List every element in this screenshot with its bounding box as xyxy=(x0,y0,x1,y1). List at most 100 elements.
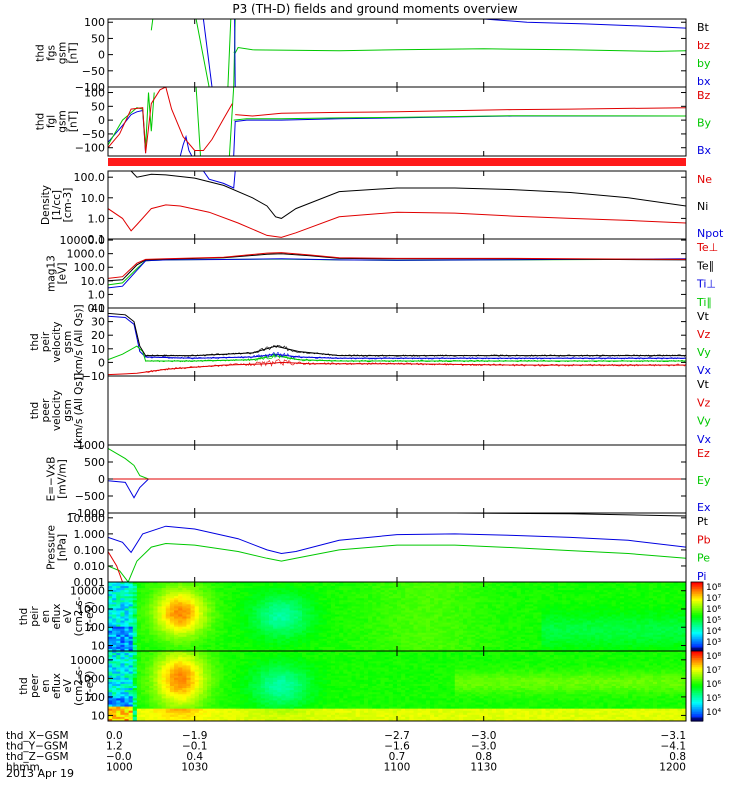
legend-entry-Ti⊥: Ti⊥ xyxy=(696,278,716,291)
x-axis-row-label: thd_Y−GSM xyxy=(6,741,68,753)
panel-axis-label: [cm-3] xyxy=(62,188,74,223)
series-line-Bz xyxy=(235,107,686,117)
legend-entry-Vy: Vy xyxy=(697,415,711,428)
x-axis-value: 0.7 xyxy=(389,751,406,763)
legend-entry-Te∥: Te∥ xyxy=(696,259,714,272)
panel-axis-label: velocity xyxy=(51,321,63,362)
y-tick-label: 1.0 xyxy=(88,212,106,225)
y-tick-label: 1000 xyxy=(77,439,105,452)
panel-peer: thd peer velocity gsm [km/s (All Qs)] Vt Vz Vy V… xyxy=(29,373,712,448)
x-axis-value: 0.8 xyxy=(669,751,686,763)
y-tick-label: 100 xyxy=(84,691,105,704)
series-line-by xyxy=(195,19,232,87)
x-axis-value: −0.0 xyxy=(106,751,132,763)
panel-axis-label: peir xyxy=(29,606,41,627)
panel-axis-label: Density xyxy=(40,185,52,225)
legend-entry-Vx: Vx xyxy=(697,433,712,446)
colorbar-label: 10³ xyxy=(706,638,721,648)
x-axis-value: −3.0 xyxy=(471,741,497,753)
panel-axis-label: peer xyxy=(40,398,52,423)
legend-entry-Npot: Npot xyxy=(697,227,724,240)
series-noise-red xyxy=(145,359,686,373)
panel-axis-label: mag13 xyxy=(46,255,58,292)
panel-axis-label: E=−VxB xyxy=(46,457,58,502)
y-tick-label: 0 xyxy=(98,356,105,369)
panel-axis-label: fgl xyxy=(46,115,58,128)
data-gap-bar xyxy=(108,158,686,166)
x-axis-value: −1.9 xyxy=(182,730,208,742)
series-line-Te⊥ xyxy=(108,252,686,279)
y-tick-label: 10 xyxy=(91,343,105,356)
legend-entry-Te⊥: Te⊥ xyxy=(696,241,718,254)
panel-axis-label: peir xyxy=(40,331,52,352)
legend-entry-bx: bx xyxy=(697,75,711,88)
panel-frame xyxy=(107,238,687,309)
series-line-Pe xyxy=(108,542,686,582)
date-label: 2013 Apr 19 xyxy=(6,767,74,780)
x-axis-value: −3.1 xyxy=(661,730,687,742)
y-tick-label: 100 xyxy=(84,87,105,100)
panel-axis-label: thd xyxy=(18,677,30,694)
y-tick-label: 100.0 xyxy=(74,171,106,184)
legend-entry-Pe: Pe xyxy=(697,552,710,565)
panel-axis-label: gsm xyxy=(62,331,74,353)
colorbar-label: 10⁸ xyxy=(706,583,721,593)
panel-axis-label: gsm xyxy=(57,110,69,132)
panel-axis-label: eV xyxy=(62,609,74,623)
panel-frame xyxy=(107,375,687,446)
panel-axis-label: [km/s (All Qs)] xyxy=(73,373,85,448)
panel-axis-label: en xyxy=(40,610,52,623)
panel-frame xyxy=(107,18,687,88)
x-axis-value: 1030 xyxy=(181,762,208,774)
x-axis-value: −1.6 xyxy=(384,741,410,753)
series-line-By xyxy=(233,115,686,121)
y-tick-label: 10.0 xyxy=(81,192,106,205)
series-line-Bz xyxy=(108,87,233,154)
x-axis-value: −3.0 xyxy=(471,730,497,742)
series-line-Ne xyxy=(108,204,686,238)
y-tick-label: 0 xyxy=(98,473,105,486)
x-axis-value: 1130 xyxy=(470,762,497,774)
y-tick-label: 30 xyxy=(91,316,105,329)
y-tick-label: −50 xyxy=(82,128,105,141)
y-tick-label: 0 xyxy=(98,114,105,127)
colorbar-peer_en: 10⁸ 10⁷ 10⁶ 10⁵ 10⁴ xyxy=(690,650,721,722)
spectrogram-peer_en xyxy=(108,651,686,721)
series-line-Ey xyxy=(108,447,686,480)
x-axis-row-label: thd_X−GSM xyxy=(6,730,69,742)
y-tick-label: 100.0 xyxy=(74,261,106,274)
series-line-Vt xyxy=(108,312,686,357)
series-line-bx xyxy=(483,19,686,29)
y-tick-label: 1.0 xyxy=(88,288,106,301)
y-tick-label: 10000.0 xyxy=(60,234,106,247)
panel-axis-label: [nT] xyxy=(68,42,80,63)
legend-entry-Ey: Ey xyxy=(697,474,711,487)
y-tick-label: 50 xyxy=(91,100,105,113)
panel-frame xyxy=(107,512,687,583)
legend-entry-by: by xyxy=(697,57,711,70)
y-tick-label: −100 xyxy=(75,142,105,155)
legend-entry-Ti∥: Ti∥ xyxy=(696,296,712,309)
y-tick-label: 1000 xyxy=(77,672,105,685)
series-line-by xyxy=(233,46,686,54)
panel-axis-label: thd xyxy=(35,44,47,61)
series-noise-black xyxy=(145,344,686,357)
y-tick-label: 40 xyxy=(91,302,105,315)
legend-entry-Vy: Vy xyxy=(697,346,711,359)
panel-axis-label: sr-eV) xyxy=(84,671,96,702)
panel-axis-label: [nPa] xyxy=(57,534,69,561)
legend-entry-Pt: Pt xyxy=(697,515,709,528)
panel-axis-label: gsm xyxy=(62,399,74,421)
panel-axis-label: eflux xyxy=(51,673,63,699)
panel-axis-label: thd xyxy=(29,333,41,350)
legend-entry-Ni: Ni xyxy=(697,200,708,213)
legend-entry-Bt: Bt xyxy=(697,21,710,34)
y-tick-label: 10000 xyxy=(70,585,105,598)
colorbar-label: 10⁶ xyxy=(706,680,721,690)
panel-axis-label: [eV] xyxy=(57,263,69,285)
legend-entry-By: By xyxy=(697,117,712,130)
panel-fgs: 100 50 0 −50 −100 thd fgs gsm [nT] Bt bz by bx xyxy=(35,16,711,94)
